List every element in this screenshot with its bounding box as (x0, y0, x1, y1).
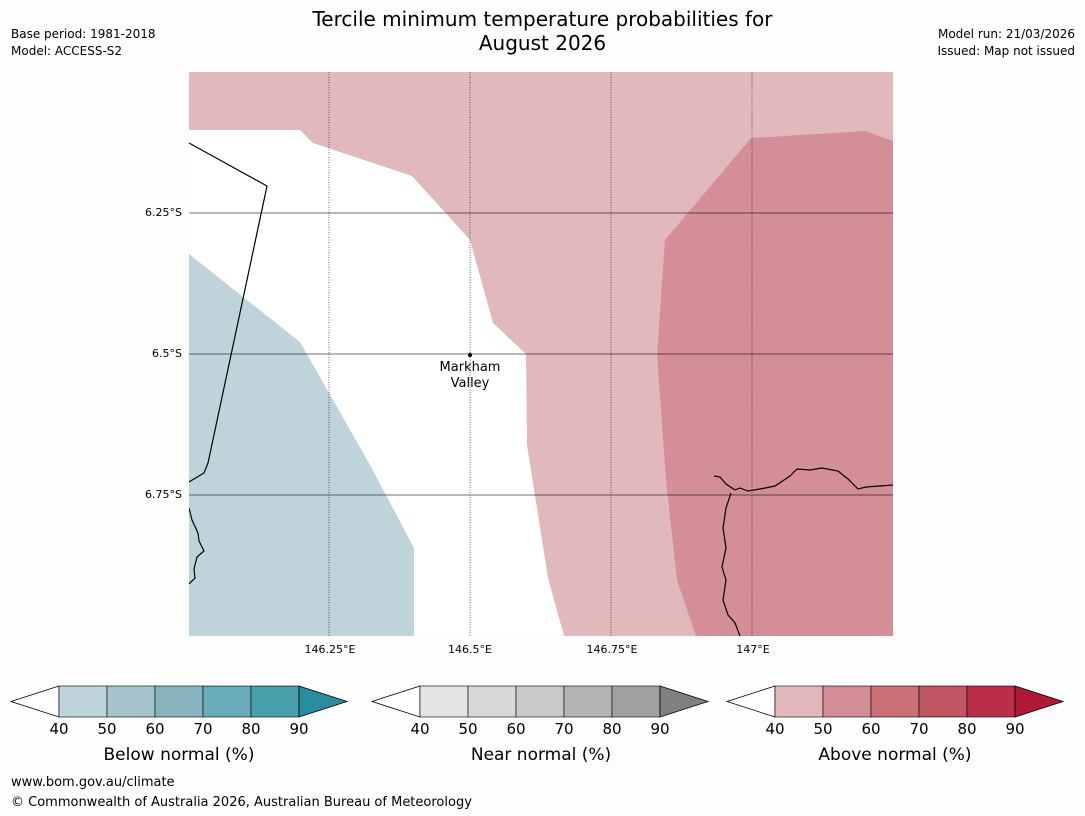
markham-valley-marker (468, 353, 472, 357)
meta-left: Base period: 1981-2018 Model: ACCESS-S2 (11, 26, 156, 60)
issued-status: Issued: Map not issued (937, 44, 1075, 58)
lat-label-6.25: 6.25°S (145, 206, 182, 219)
coastline-east (713, 467, 893, 492)
legend-near-normal-title: Near normal (%) (470, 745, 612, 765)
place-name-line1: Markham (439, 360, 501, 375)
lon-label-146.25: 146.25°E (304, 643, 356, 656)
legend-above-tick-50: 50 (813, 720, 833, 738)
model-name: Model: ACCESS-S2 (11, 44, 123, 58)
coastline-west (189, 507, 205, 585)
legend-near-tick-60: 60 (506, 720, 526, 738)
above-normal-50-region (657, 131, 893, 636)
model-run: Model run: 21/03/2026 (937, 27, 1075, 41)
map-title: Tercile minimum temperature probabilitie… (0, 7, 1085, 55)
legend-below-tick-80: 80 (241, 720, 261, 738)
border-line (189, 142, 268, 483)
lon-label-146.5: 146.5°E (448, 643, 492, 656)
legend-below-tick-60: 60 (145, 720, 165, 738)
map-title-line1: Tercile minimum temperature probabilitie… (312, 7, 773, 31)
legend-below-tick-70: 70 (193, 720, 213, 738)
legend-below-tick-40: 40 (49, 720, 69, 738)
legend-below-tick-50: 50 (97, 720, 117, 738)
legend-near-tick-50: 50 (458, 720, 478, 738)
legend-above-normal-title: Above normal (%) (818, 745, 972, 765)
legend-above-tick-90: 90 (1005, 720, 1025, 738)
legend-near-tick-40: 40 (410, 720, 430, 738)
legend-above-tick-60: 60 (861, 720, 881, 738)
river-line (721, 492, 741, 636)
legend-tick-row: 40 50 60 70 80 90 40 50 60 70 80 90 40 50 60 70 80 90 (0, 720, 1085, 740)
legend-above-tick-70: 70 (909, 720, 929, 738)
place-name-line2: Valley (450, 376, 490, 391)
meta-right: Model run: 21/03/2026 Issued: Map not is… (937, 26, 1075, 60)
legend-near-tick-80: 80 (602, 720, 622, 738)
lon-label-147: 147°E (736, 643, 770, 656)
legend-above-tick-80: 80 (957, 720, 977, 738)
map-title-line2: August 2026 (478, 31, 607, 55)
legend-below-normal-title: Below normal (%) (103, 745, 255, 765)
place-label-markham-valley: Markham Valley (420, 360, 520, 392)
base-period: Base period: 1981-2018 (11, 27, 156, 41)
lon-label-146.75: 146.75°E (586, 643, 638, 656)
legend-above-tick-40: 40 (765, 720, 785, 738)
legend-near-tick-90: 90 (650, 720, 670, 738)
footer-copyright: © Commonwealth of Australia 2026, Austra… (11, 795, 472, 810)
lat-label-6.75: 6.75°S (145, 488, 182, 501)
legend-near-tick-70: 70 (554, 720, 574, 738)
legend-below-tick-90: 90 (289, 720, 309, 738)
lat-label-6.5: 6.5°S (152, 347, 182, 360)
footer-url[interactable]: www.bom.gov.au/climate (11, 775, 175, 790)
below-normal-40-region (189, 254, 414, 636)
